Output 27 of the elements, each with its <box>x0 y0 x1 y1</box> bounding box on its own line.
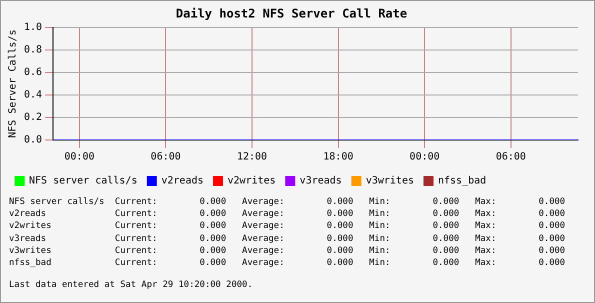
y-tick-label: 0.8 <box>24 44 42 56</box>
x-tick-label: 18:00 <box>323 152 354 163</box>
legend-label: NFS server calls/s <box>29 176 138 187</box>
y-tick-label: 0.4 <box>24 90 42 101</box>
y-tick-label: 0.0 <box>24 134 42 146</box>
text: v2reads Current: 0.000 Average: 0.000 Min: 0.000 Max: 0.000 <box>9 208 566 220</box>
text: nfss_bad Current: 0.000 Average: 0.000 Min: 0.000 Max: 0.000 <box>9 256 566 270</box>
legend-label: v3reads <box>300 176 342 187</box>
x-tick-label: 06:00 <box>150 152 181 163</box>
x-tick-label: 12:00 <box>236 152 268 163</box>
legend-label: nfss_bad <box>438 176 486 187</box>
text: NFS server calls/s Current: 0.000 Average: 0.000 Min: 0.000 Max: 0.000 <box>9 196 566 208</box>
y-tick-label: 1.0 <box>24 22 42 33</box>
text: v2writes Current: 0.000 Average: 0.000 Min: 0.000 Max: 0.000 <box>9 220 566 233</box>
x-tick-label: 00:00 <box>64 152 94 163</box>
text: v3writes Current: 0.000 Average: 0.000 Min: 0.000 Max: 0.000 <box>9 244 566 257</box>
y-axis-title: NFS Server Calls/s <box>8 30 19 138</box>
x-tick-label: 06:00 <box>496 152 526 163</box>
y-tick-label: 0.6 <box>24 67 42 78</box>
legend-label: v3writes <box>366 176 414 187</box>
y-tick-label: 0.2 <box>24 112 42 124</box>
x-tick-label: 00:00 <box>410 152 440 163</box>
text: Last data entered at Sat Apr 29 10:20:00 2000. <box>9 279 254 292</box>
legend-label: v2writes <box>228 176 276 187</box>
text: v3reads Current: 0.000 Average: 0.000 Min: 0.000 Max: 0.000 <box>9 232 566 245</box>
chart-title: Daily host2 NFS Server Call Rate <box>176 6 408 20</box>
legend-label: v2reads <box>161 176 204 187</box>
